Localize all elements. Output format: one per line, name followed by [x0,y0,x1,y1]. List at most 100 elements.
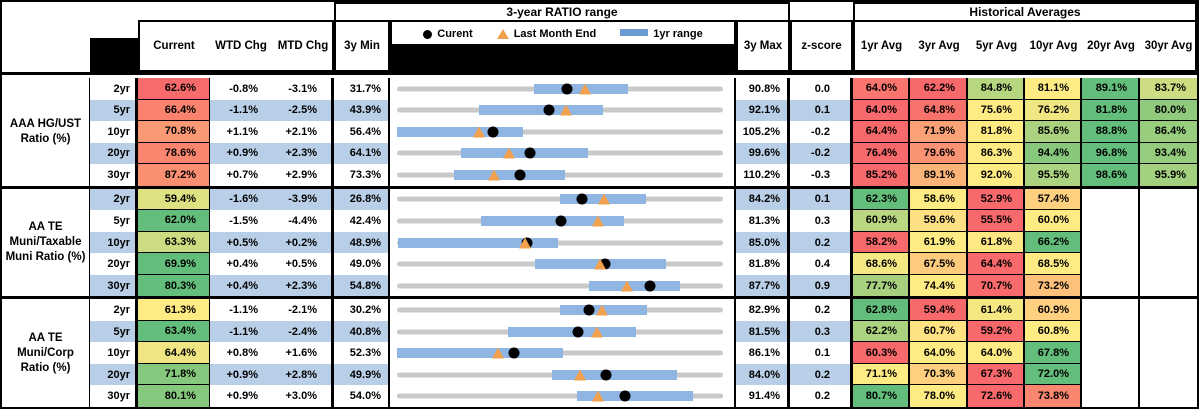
cell-avg: 81.8% [968,121,1025,143]
legend-last-month-label: Last Month End [513,28,597,40]
cell-zscore: 0.2 [790,299,853,321]
cell-avg: 80.0% [1140,99,1197,122]
last-month-triangle-icon [496,29,509,39]
range-strip-chart [390,164,736,186]
current-marker [572,326,584,338]
cell-wtd: +0.4% [210,274,272,297]
cell-mtd: +0.5% [272,253,334,275]
mtd-chg-column-header: MTD Chg [277,40,329,52]
table-row: 5yr 63.4% -1.1% -2.4% 40.8% 81.5% 0.3 62… [90,320,1197,343]
cell-mtd: -2.1% [272,299,334,321]
cell-zscore: 0.0 [790,78,853,100]
section-label: AA TE Muni/Taxable Muni Ratio (%) [2,188,90,297]
range-strip-chart [390,231,736,254]
range-track-area [397,364,723,386]
cell-wtd: +0.8% [210,342,272,364]
cell-mtd: +1.6% [272,342,334,364]
cell-avg: 59.2% [968,320,1025,343]
range-strip-chart [390,299,736,321]
cell-zscore: 0.4 [790,253,853,275]
cell-avg: 68.6% [853,253,910,275]
current-marker [524,147,536,159]
cell-avg: 67.8% [1025,342,1082,364]
cell-tenor: 2yr [90,188,138,211]
1yr-range-bar-icon [620,28,649,36]
cell-3y-max: 81.8% [736,253,790,275]
cell-tenor: 2yr [90,299,138,321]
chart-legend: Curent Last Month End 1yr range [392,22,734,46]
avg-column-header-1yr: 1yr Avg [860,40,903,52]
table-row: 2yr 59.4% -1.6% -3.9% 26.8% 84.2% 0.1 62… [90,188,1197,211]
cell-current: 80.3% [138,274,210,297]
cell-mtd: +0.2% [272,231,334,254]
cell-avg: 70.7% [968,274,1025,297]
cell-tenor: 20yr [90,363,138,386]
cell-wtd: +0.7% [210,164,272,186]
cell-avg: 60.0% [1025,210,1082,232]
cell-avg [1140,188,1197,211]
table-row: 10yr 63.3% +0.5% +0.2% 48.9% 85.0% 0.2 5… [90,231,1197,254]
current-marker [576,193,588,205]
cell-avg: 62.2% [853,320,910,343]
range-track-area [397,164,723,186]
range-track-area [397,232,723,254]
cell-mtd: -2.5% [272,99,334,122]
last-month-marker [593,258,606,270]
cell-avg: 55.5% [968,210,1025,232]
cell-avg: 94.4% [1025,142,1082,165]
range-chart-title: 3-year RATIO range [334,2,790,22]
cell-3y-min: 73.3% [334,164,390,186]
cell-avg: 84.8% [968,78,1025,100]
cell-3y-min: 52.3% [334,342,390,364]
wtd-chg-column-header: WTD Chg [215,40,267,52]
3y-min-column-header: 3y Min [334,20,390,72]
current-marker [619,390,630,402]
avg-column-header-5yr: 5yr Avg [975,40,1018,52]
cell-avg [1082,363,1140,386]
cell-avg: 81.8% [1082,99,1140,122]
range-track-area [397,385,723,407]
current-marker [561,83,573,95]
cell-tenor: 2yr [90,78,138,100]
cell-zscore: -0.2 [790,142,853,165]
table-row: 20yr 78.6% +0.9% +2.3% 64.1% 99.6% -0.2 … [90,142,1197,165]
last-month-marker [592,215,605,227]
current-marker [644,280,656,292]
range-track-area [397,321,723,343]
cell-avg: 61.9% [910,231,968,254]
range-bar-1yr [576,391,694,402]
range-strip-chart [390,188,736,211]
cell-current: 66.4% [138,99,210,122]
cell-avg: 59.4% [910,299,968,321]
cell-avg: 81.1% [1025,78,1082,100]
cell-avg [1140,342,1197,364]
range-bar-1yr [508,326,636,337]
cell-current: 62.0% [138,210,210,232]
cell-3y-min: 56.4% [334,121,390,143]
current-dot-icon [423,29,433,39]
cell-current: 63.4% [138,320,210,343]
cell-avg: 73.2% [1025,274,1082,297]
cell-avg [1140,231,1197,254]
range-bar-1yr [397,237,558,248]
legend-black-band [392,44,734,70]
cell-wtd: +0.9% [210,363,272,386]
cell-avg [1140,274,1197,297]
cell-avg [1140,253,1197,275]
cell-3y-max: 91.4% [736,385,790,407]
cell-mtd: +2.3% [272,274,334,297]
cell-tenor: 5yr [90,210,138,232]
cell-zscore: -0.3 [790,164,853,186]
cell-current: 62.6% [138,78,210,100]
cell-zscore: 0.3 [790,210,853,232]
cell-mtd: +3.0% [272,385,334,407]
last-month-marker [488,169,501,181]
table-row: 20yr 71.8% +0.9% +2.8% 49.9% 84.0% 0.2 7… [90,363,1197,386]
table-row: 30yr 80.1% +0.9% +3.0% 54.0% 91.4% 0.2 8… [90,385,1197,407]
cell-avg: 60.7% [910,320,968,343]
cell-tenor: 30yr [90,385,138,407]
table-row: 30yr 87.2% +0.7% +2.9% 73.3% 110.2% -0.3… [90,164,1197,186]
cell-avg: 89.1% [1082,78,1140,100]
legend-current: Curent [423,28,473,40]
last-month-marker [560,104,573,116]
